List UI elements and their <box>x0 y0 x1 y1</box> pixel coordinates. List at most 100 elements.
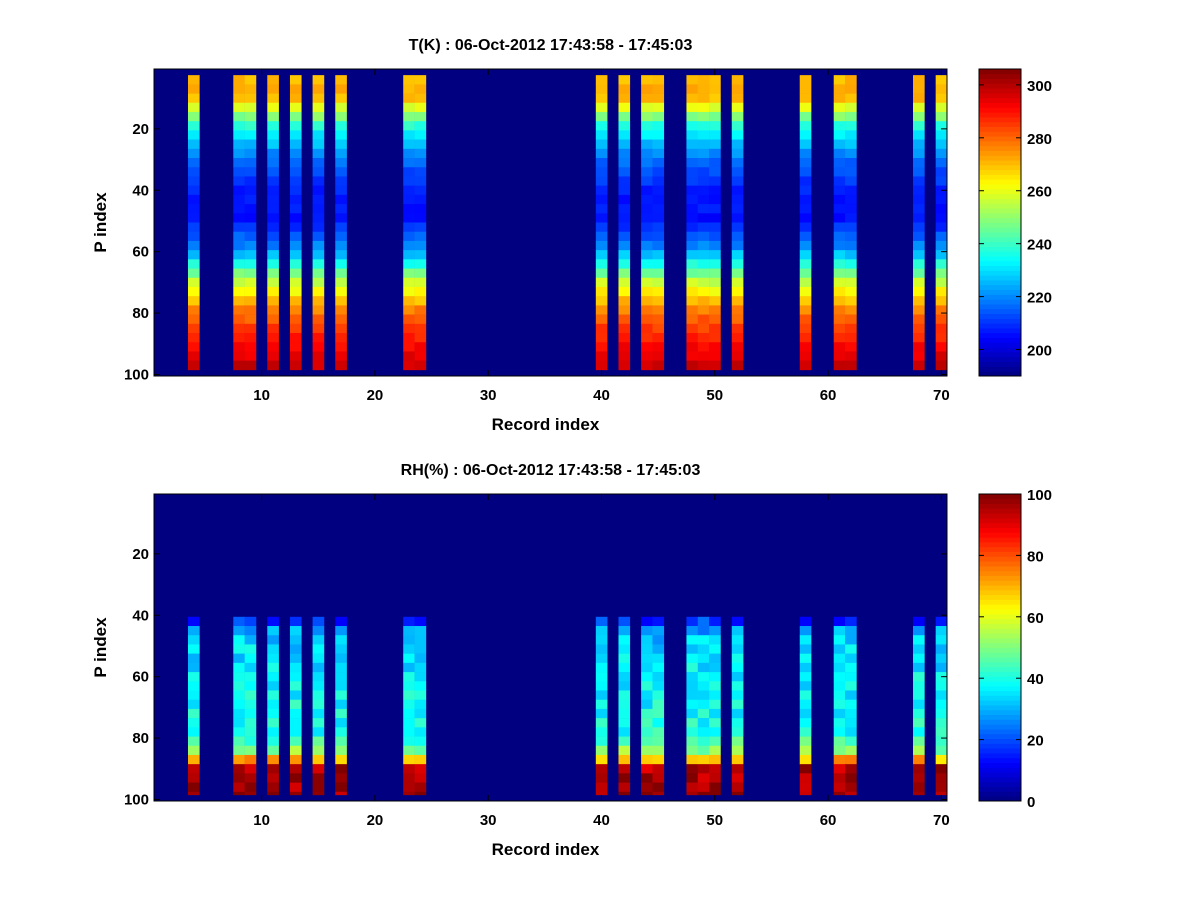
heatmap-cell <box>652 213 665 223</box>
heatmap-cell <box>335 681 347 691</box>
colorbar-segment <box>979 371 1021 377</box>
heatmap-cell <box>414 754 427 765</box>
heatmap-cell <box>312 351 325 361</box>
heatmap-cell <box>709 75 721 85</box>
heatmap-cell <box>335 351 347 361</box>
heatmap-cell <box>312 231 325 242</box>
heatmap-cell <box>618 791 631 796</box>
heatmap-cell <box>414 764 427 774</box>
heatmap-cell <box>618 662 631 673</box>
heatmap-cell <box>833 268 846 279</box>
heatmap-cell <box>799 616 812 627</box>
heatmap-cell <box>403 699 415 710</box>
heatmap-cell <box>289 754 302 765</box>
heatmap-cell <box>697 635 710 645</box>
heatmap-cell <box>697 773 710 783</box>
heatmap-cell <box>244 250 257 260</box>
x-tick-label: 70 <box>933 812 950 829</box>
heatmap-column <box>686 75 699 371</box>
heatmap-cell <box>641 148 653 159</box>
heatmap-cell <box>414 185 427 196</box>
heatmap-cell <box>913 314 925 325</box>
heatmap-cell <box>403 616 415 627</box>
heatmap-cell <box>709 314 721 325</box>
heatmap-cell <box>244 616 257 627</box>
heatmap-cell <box>595 616 608 627</box>
heatmap-cell <box>187 130 200 140</box>
heatmap-cell <box>799 736 812 747</box>
heatmap-cell <box>289 111 302 122</box>
heatmap-cell <box>312 111 325 122</box>
heatmap-cell <box>233 681 245 691</box>
heatmap-cell <box>312 333 325 343</box>
colorbar-segment <box>979 748 1021 754</box>
heatmap-cell <box>403 194 415 205</box>
heatmap-cell <box>799 672 812 682</box>
heatmap-cell <box>414 653 427 664</box>
heatmap-cell <box>312 699 325 710</box>
heatmap-cell <box>187 653 200 664</box>
heatmap-cell <box>935 139 948 150</box>
colorbar-segment <box>979 757 1021 764</box>
heatmap-cell <box>799 148 812 159</box>
heatmap-cell <box>289 240 302 251</box>
heatmap-cell <box>595 277 608 288</box>
heatmap-cell <box>833 708 846 719</box>
colorbar-segment <box>979 661 1021 668</box>
heatmap-cell <box>414 333 427 343</box>
heatmap-cell <box>312 84 325 94</box>
heatmap-cell <box>335 736 347 747</box>
colorbar-segment <box>979 83 1021 89</box>
colorbar-segment <box>979 246 1021 252</box>
heatmap-cell <box>652 176 665 186</box>
heatmap-cell <box>233 268 245 279</box>
heatmap-cell <box>335 213 347 223</box>
colorbar-segment <box>979 503 1021 509</box>
heatmap-cell <box>618 130 631 140</box>
heatmap-cell <box>913 102 925 113</box>
heatmap-cell <box>289 782 302 793</box>
heatmap-cell <box>652 148 665 159</box>
heatmap-cell <box>697 314 710 325</box>
heatmap-cell <box>187 277 200 288</box>
heatmap-cell <box>686 296 699 306</box>
heatmap-cell <box>233 736 245 747</box>
heatmap-cell <box>335 75 347 85</box>
heatmap-cell <box>731 305 744 315</box>
heatmap-column <box>709 75 721 371</box>
heatmap-cell <box>403 333 415 343</box>
heatmap-cell <box>335 250 347 260</box>
heatmap-cell <box>414 231 427 242</box>
heatmap-cell <box>697 111 710 122</box>
heatmap-cell <box>697 167 710 177</box>
heatmap-cell <box>709 736 721 747</box>
heatmap-cell <box>709 727 721 737</box>
heatmap-cell <box>618 176 631 186</box>
colorbar-segment <box>979 356 1021 363</box>
heatmap-cell <box>414 268 427 279</box>
heatmap-cell <box>289 791 302 796</box>
heatmap-cell <box>913 333 925 343</box>
heatmap-cell <box>595 158 608 168</box>
heatmap-cell <box>289 764 302 774</box>
heatmap-cell <box>414 773 427 783</box>
heatmap-cell <box>312 662 325 673</box>
heatmap-cell <box>312 93 325 104</box>
heatmap-cell <box>845 708 857 719</box>
heatmap-cell <box>618 84 631 94</box>
heatmap-cell <box>709 708 721 719</box>
colorbar-segment <box>979 676 1021 682</box>
heatmap-cell <box>799 194 812 205</box>
heatmap-cell <box>267 314 279 325</box>
heatmap-cell <box>187 286 200 297</box>
heatmap-cell <box>731 231 744 242</box>
heatmap-cell <box>289 718 302 728</box>
heatmap-cell <box>709 240 721 251</box>
heatmap-cell <box>618 111 631 122</box>
heatmap-cell <box>187 745 200 756</box>
heatmap-cell <box>935 360 948 371</box>
heatmap-cell <box>414 626 427 636</box>
heatmap-cell <box>267 296 279 306</box>
heatmap-cell <box>845 681 857 691</box>
heatmap-cell <box>652 626 665 636</box>
